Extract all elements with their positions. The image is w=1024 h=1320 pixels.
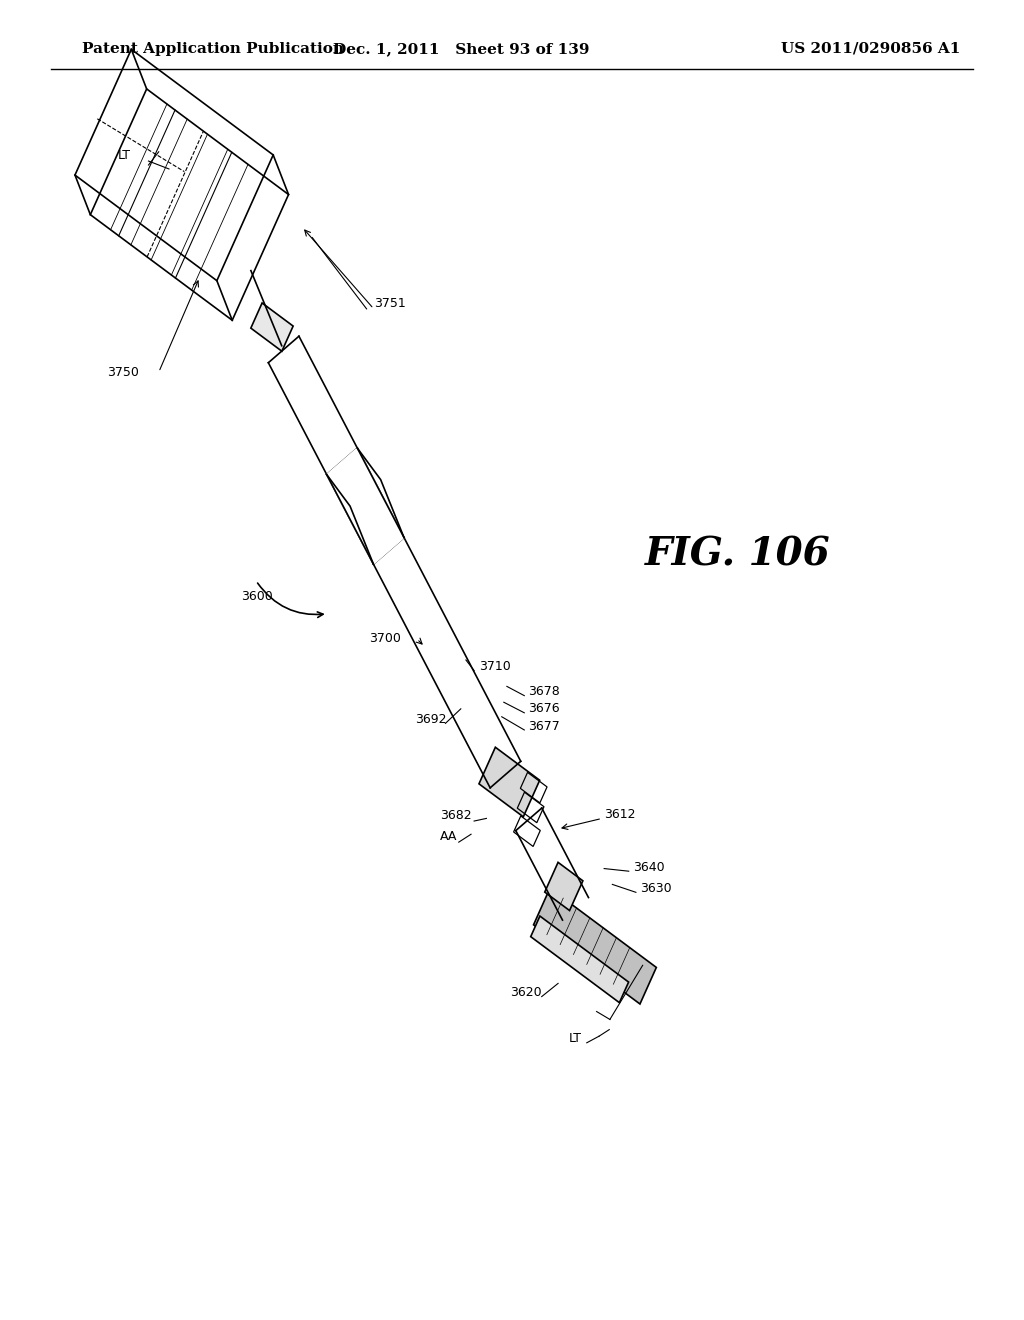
Text: 3640: 3640 bbox=[633, 861, 665, 874]
Text: 3630: 3630 bbox=[640, 882, 672, 895]
Text: 3682: 3682 bbox=[440, 809, 472, 822]
Text: 3612: 3612 bbox=[604, 808, 636, 821]
Text: Patent Application Publication: Patent Application Publication bbox=[82, 42, 344, 55]
Polygon shape bbox=[251, 304, 293, 351]
Text: 3677: 3677 bbox=[528, 719, 560, 733]
Text: LT: LT bbox=[568, 1032, 582, 1045]
Polygon shape bbox=[534, 888, 656, 1005]
Text: 3750: 3750 bbox=[108, 366, 139, 379]
Text: US 2011/0290856 A1: US 2011/0290856 A1 bbox=[780, 42, 961, 55]
Polygon shape bbox=[545, 862, 583, 911]
Polygon shape bbox=[327, 447, 404, 564]
Text: 3620: 3620 bbox=[510, 986, 542, 999]
Text: LT: LT bbox=[118, 149, 131, 162]
Text: 3700: 3700 bbox=[369, 632, 400, 645]
Text: FIG. 106: FIG. 106 bbox=[644, 536, 830, 573]
Text: 3676: 3676 bbox=[528, 702, 560, 715]
Text: 3692: 3692 bbox=[415, 713, 446, 726]
Text: AA: AA bbox=[440, 830, 458, 843]
Polygon shape bbox=[479, 747, 540, 817]
Text: Dec. 1, 2011   Sheet 93 of 139: Dec. 1, 2011 Sheet 93 of 139 bbox=[333, 42, 589, 55]
Text: 3678: 3678 bbox=[528, 685, 560, 698]
Text: 3710: 3710 bbox=[479, 660, 511, 673]
Text: 3751: 3751 bbox=[374, 297, 406, 310]
Text: 3600: 3600 bbox=[241, 590, 272, 603]
Polygon shape bbox=[530, 916, 629, 1003]
